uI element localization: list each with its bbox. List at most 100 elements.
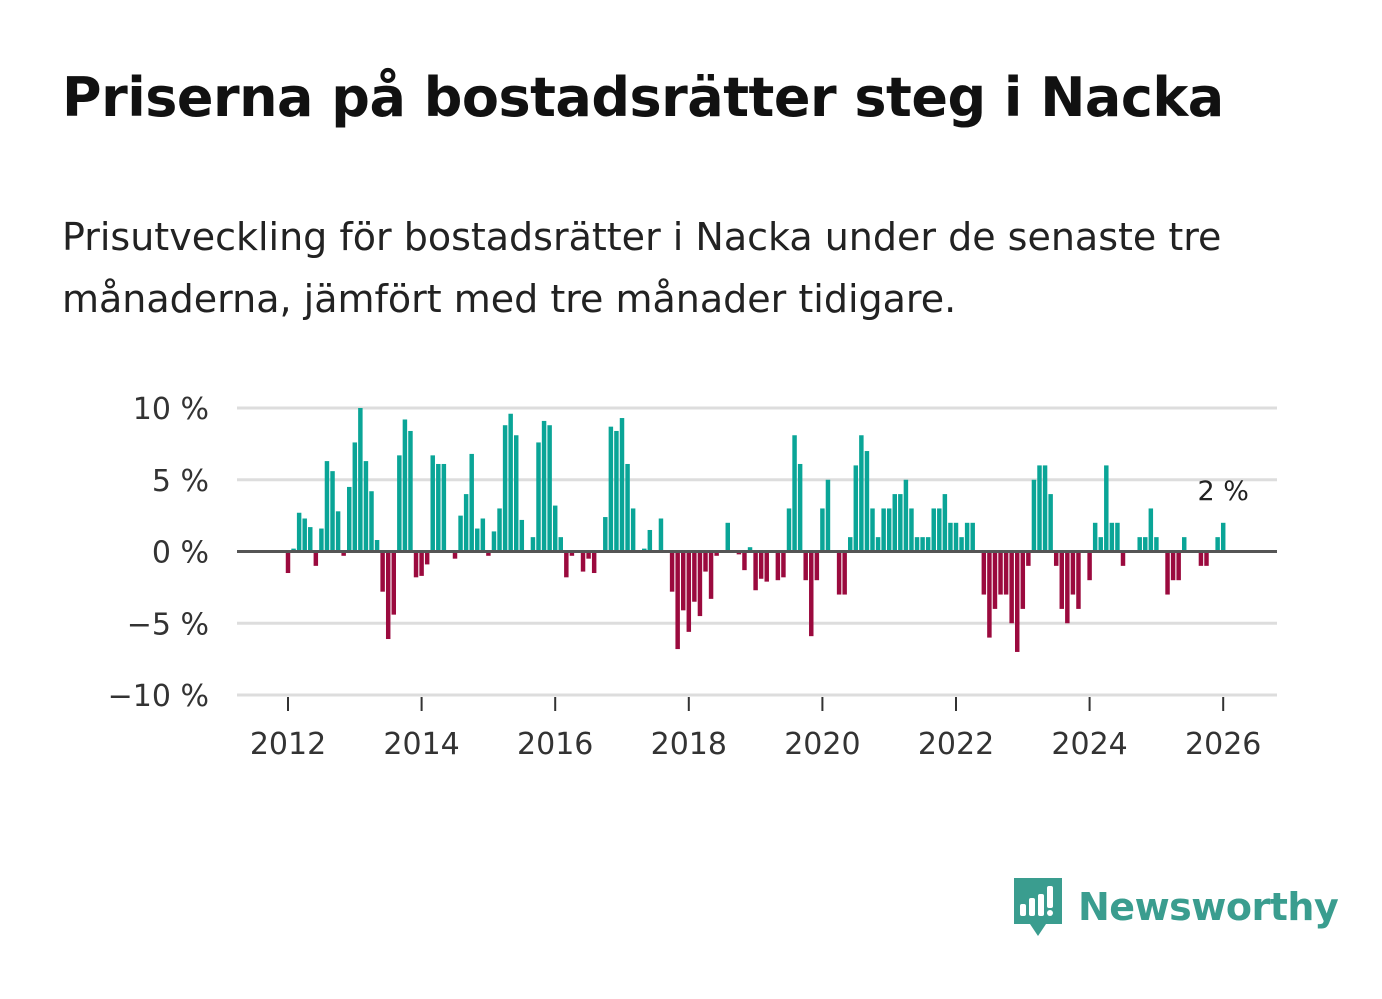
bar xyxy=(1104,465,1109,552)
bar xyxy=(792,435,797,552)
bar xyxy=(725,522,730,552)
x-tick-label: 2016 xyxy=(517,727,593,762)
newsworthy-logo-icon xyxy=(1014,878,1062,936)
bars xyxy=(285,408,1226,652)
bar xyxy=(870,508,875,552)
bar xyxy=(341,551,346,556)
bar xyxy=(419,551,424,576)
bar xyxy=(1120,551,1126,566)
bar xyxy=(998,551,1003,595)
bar xyxy=(547,425,552,552)
bar xyxy=(397,455,402,552)
bar xyxy=(1204,551,1209,566)
bar xyxy=(319,528,324,552)
bar xyxy=(820,508,825,552)
bar xyxy=(619,418,625,552)
y-tick-label: −10 % xyxy=(108,679,209,714)
bar xyxy=(508,413,513,552)
bar xyxy=(608,426,614,552)
bar xyxy=(1087,551,1092,581)
bar xyxy=(285,551,291,574)
bar xyxy=(480,518,486,552)
bar xyxy=(669,551,675,592)
bar xyxy=(953,522,959,552)
bar xyxy=(903,479,909,552)
bar xyxy=(580,551,586,572)
y-tick-label: 5 % xyxy=(152,464,209,499)
bar xyxy=(408,430,413,552)
bar xyxy=(1215,537,1220,552)
bar xyxy=(1170,551,1176,581)
bar xyxy=(603,517,608,552)
bar xyxy=(1154,537,1159,552)
bar xyxy=(347,486,352,552)
bar xyxy=(519,519,525,552)
bar xyxy=(335,511,341,552)
bar xyxy=(486,551,491,556)
bar xyxy=(658,518,664,552)
bar xyxy=(1026,551,1031,566)
bar xyxy=(374,540,380,552)
bar xyxy=(369,491,374,552)
bar xyxy=(758,551,764,579)
bar xyxy=(424,551,430,565)
bar xyxy=(992,551,998,609)
bar xyxy=(536,442,541,552)
chart-title: Priserna på bostadsrätter steg i Nacka xyxy=(62,66,1224,129)
axes xyxy=(237,550,1277,711)
bar xyxy=(530,537,536,552)
bar xyxy=(1070,551,1076,595)
bar-chart: 10 % 5 % 0 % −5 % −10 % 2012 2014 2016 2018 2020 2… xyxy=(108,392,1277,762)
bar xyxy=(886,508,892,552)
bar xyxy=(469,453,474,552)
bar xyxy=(814,551,820,581)
bar xyxy=(436,463,441,552)
bar xyxy=(1115,522,1120,552)
bar xyxy=(363,461,369,552)
bar xyxy=(753,551,758,591)
bar xyxy=(430,455,435,552)
bar xyxy=(697,551,703,617)
bar xyxy=(859,435,864,552)
chart-subtitle: Prisutveckling för bostadsrätter i Nacka… xyxy=(62,215,1222,321)
bar xyxy=(1148,508,1154,552)
bar xyxy=(747,547,753,552)
labels: 10 % 5 % 0 % −5 % −10 % 2012 2014 2016 2018 2020 2… xyxy=(108,392,1262,762)
bar xyxy=(809,551,814,637)
bar xyxy=(552,505,558,552)
bar xyxy=(1176,551,1181,581)
bar xyxy=(296,512,302,552)
bar xyxy=(1037,465,1042,552)
bar xyxy=(1143,537,1148,552)
bar xyxy=(475,528,480,552)
bar xyxy=(875,537,881,552)
x-tick-label: 2014 xyxy=(383,727,459,762)
bar xyxy=(1076,551,1081,609)
bar xyxy=(848,537,853,552)
brand-name: Newsworthy xyxy=(1078,885,1339,929)
bar xyxy=(881,508,886,552)
bar xyxy=(441,463,447,552)
bar xyxy=(1065,551,1070,624)
bar xyxy=(686,551,692,632)
y-tick-label: −5 % xyxy=(127,607,209,642)
bar xyxy=(586,551,591,559)
bar xyxy=(892,494,897,552)
bar xyxy=(1042,465,1048,552)
bar xyxy=(781,551,786,578)
bar xyxy=(959,537,964,552)
bar xyxy=(1220,522,1226,552)
bar xyxy=(1015,551,1020,652)
bar xyxy=(708,551,714,599)
bar xyxy=(391,551,396,615)
bar xyxy=(970,522,975,552)
bar xyxy=(920,537,925,552)
bar xyxy=(514,435,519,552)
bar xyxy=(825,479,831,552)
bar xyxy=(703,551,708,572)
bar xyxy=(380,551,385,592)
bar xyxy=(558,537,563,552)
bar xyxy=(1098,537,1103,552)
bar xyxy=(853,465,859,552)
bar xyxy=(330,471,335,552)
